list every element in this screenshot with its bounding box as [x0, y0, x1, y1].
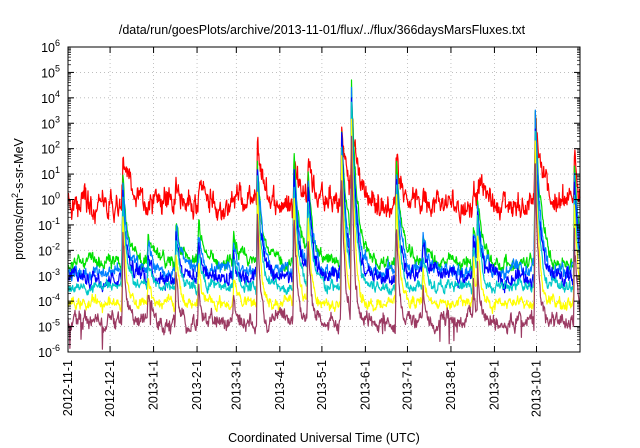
series-line	[67, 135, 581, 350]
series-line	[67, 86, 581, 284]
series-line	[67, 79, 581, 275]
y-tick-label: 10-1	[38, 216, 60, 233]
series-line	[67, 105, 581, 225]
y-tick-label: 10-3	[38, 267, 60, 284]
y-tick-label: 105	[41, 63, 60, 80]
x-axis-label: Coordinated Universal Time (UTC)	[228, 431, 420, 445]
y-tick-label: 104	[41, 89, 60, 106]
x-tick-label: 2013-6-1	[358, 360, 372, 410]
x-tick-labels: 2012-11-1 2012-12-1 2013-1-1 2013-2-1 2013-3…	[61, 360, 544, 417]
x-tick-label: 2013-7-1	[400, 360, 414, 410]
x-tick-label: 2013-2-1	[190, 360, 204, 410]
y-tick-label: 10-2	[38, 241, 60, 258]
y-tick-label: 100	[41, 191, 60, 208]
x-tick-label: 2012-12-1	[103, 360, 117, 417]
x-tick-label: 2013-8-1	[444, 360, 458, 410]
y-tick-label: 106	[41, 38, 60, 55]
y-tick-label: 10-6	[38, 343, 60, 360]
x-tick-label: 2013-3-1	[229, 360, 243, 410]
y-tick-labels: 10-6 10-5 10-4 10-3 10-2 10-1 100 101 102 103 104 1…	[38, 38, 60, 360]
x-tick-label: 2013-10-1	[530, 360, 544, 417]
y-tick-label: 10-5	[38, 318, 60, 335]
x-tick-label: 2012-11-1	[61, 360, 75, 416]
data-series	[67, 79, 581, 350]
y-tick-label: 101	[41, 165, 60, 182]
x-tick-label: 2013-1-1	[147, 360, 161, 410]
x-tick-label: 2013-4-1	[273, 360, 287, 410]
axis-ticks	[67, 46, 580, 353]
x-tick-label: 2013-9-1	[487, 360, 501, 410]
y-tick-label: 103	[41, 114, 60, 131]
series-line	[67, 118, 581, 315]
y-tick-label: 102	[41, 140, 60, 157]
y-axis-label: protons/cm2-s-sr-MeV	[10, 137, 26, 259]
chart-title: /data/run/goesPlots/archive/2013-11-01/f…	[119, 23, 526, 37]
y-tick-label: 10-4	[38, 292, 60, 309]
x-tick-label: 2013-5-1	[315, 360, 329, 410]
series-line	[67, 101, 581, 296]
